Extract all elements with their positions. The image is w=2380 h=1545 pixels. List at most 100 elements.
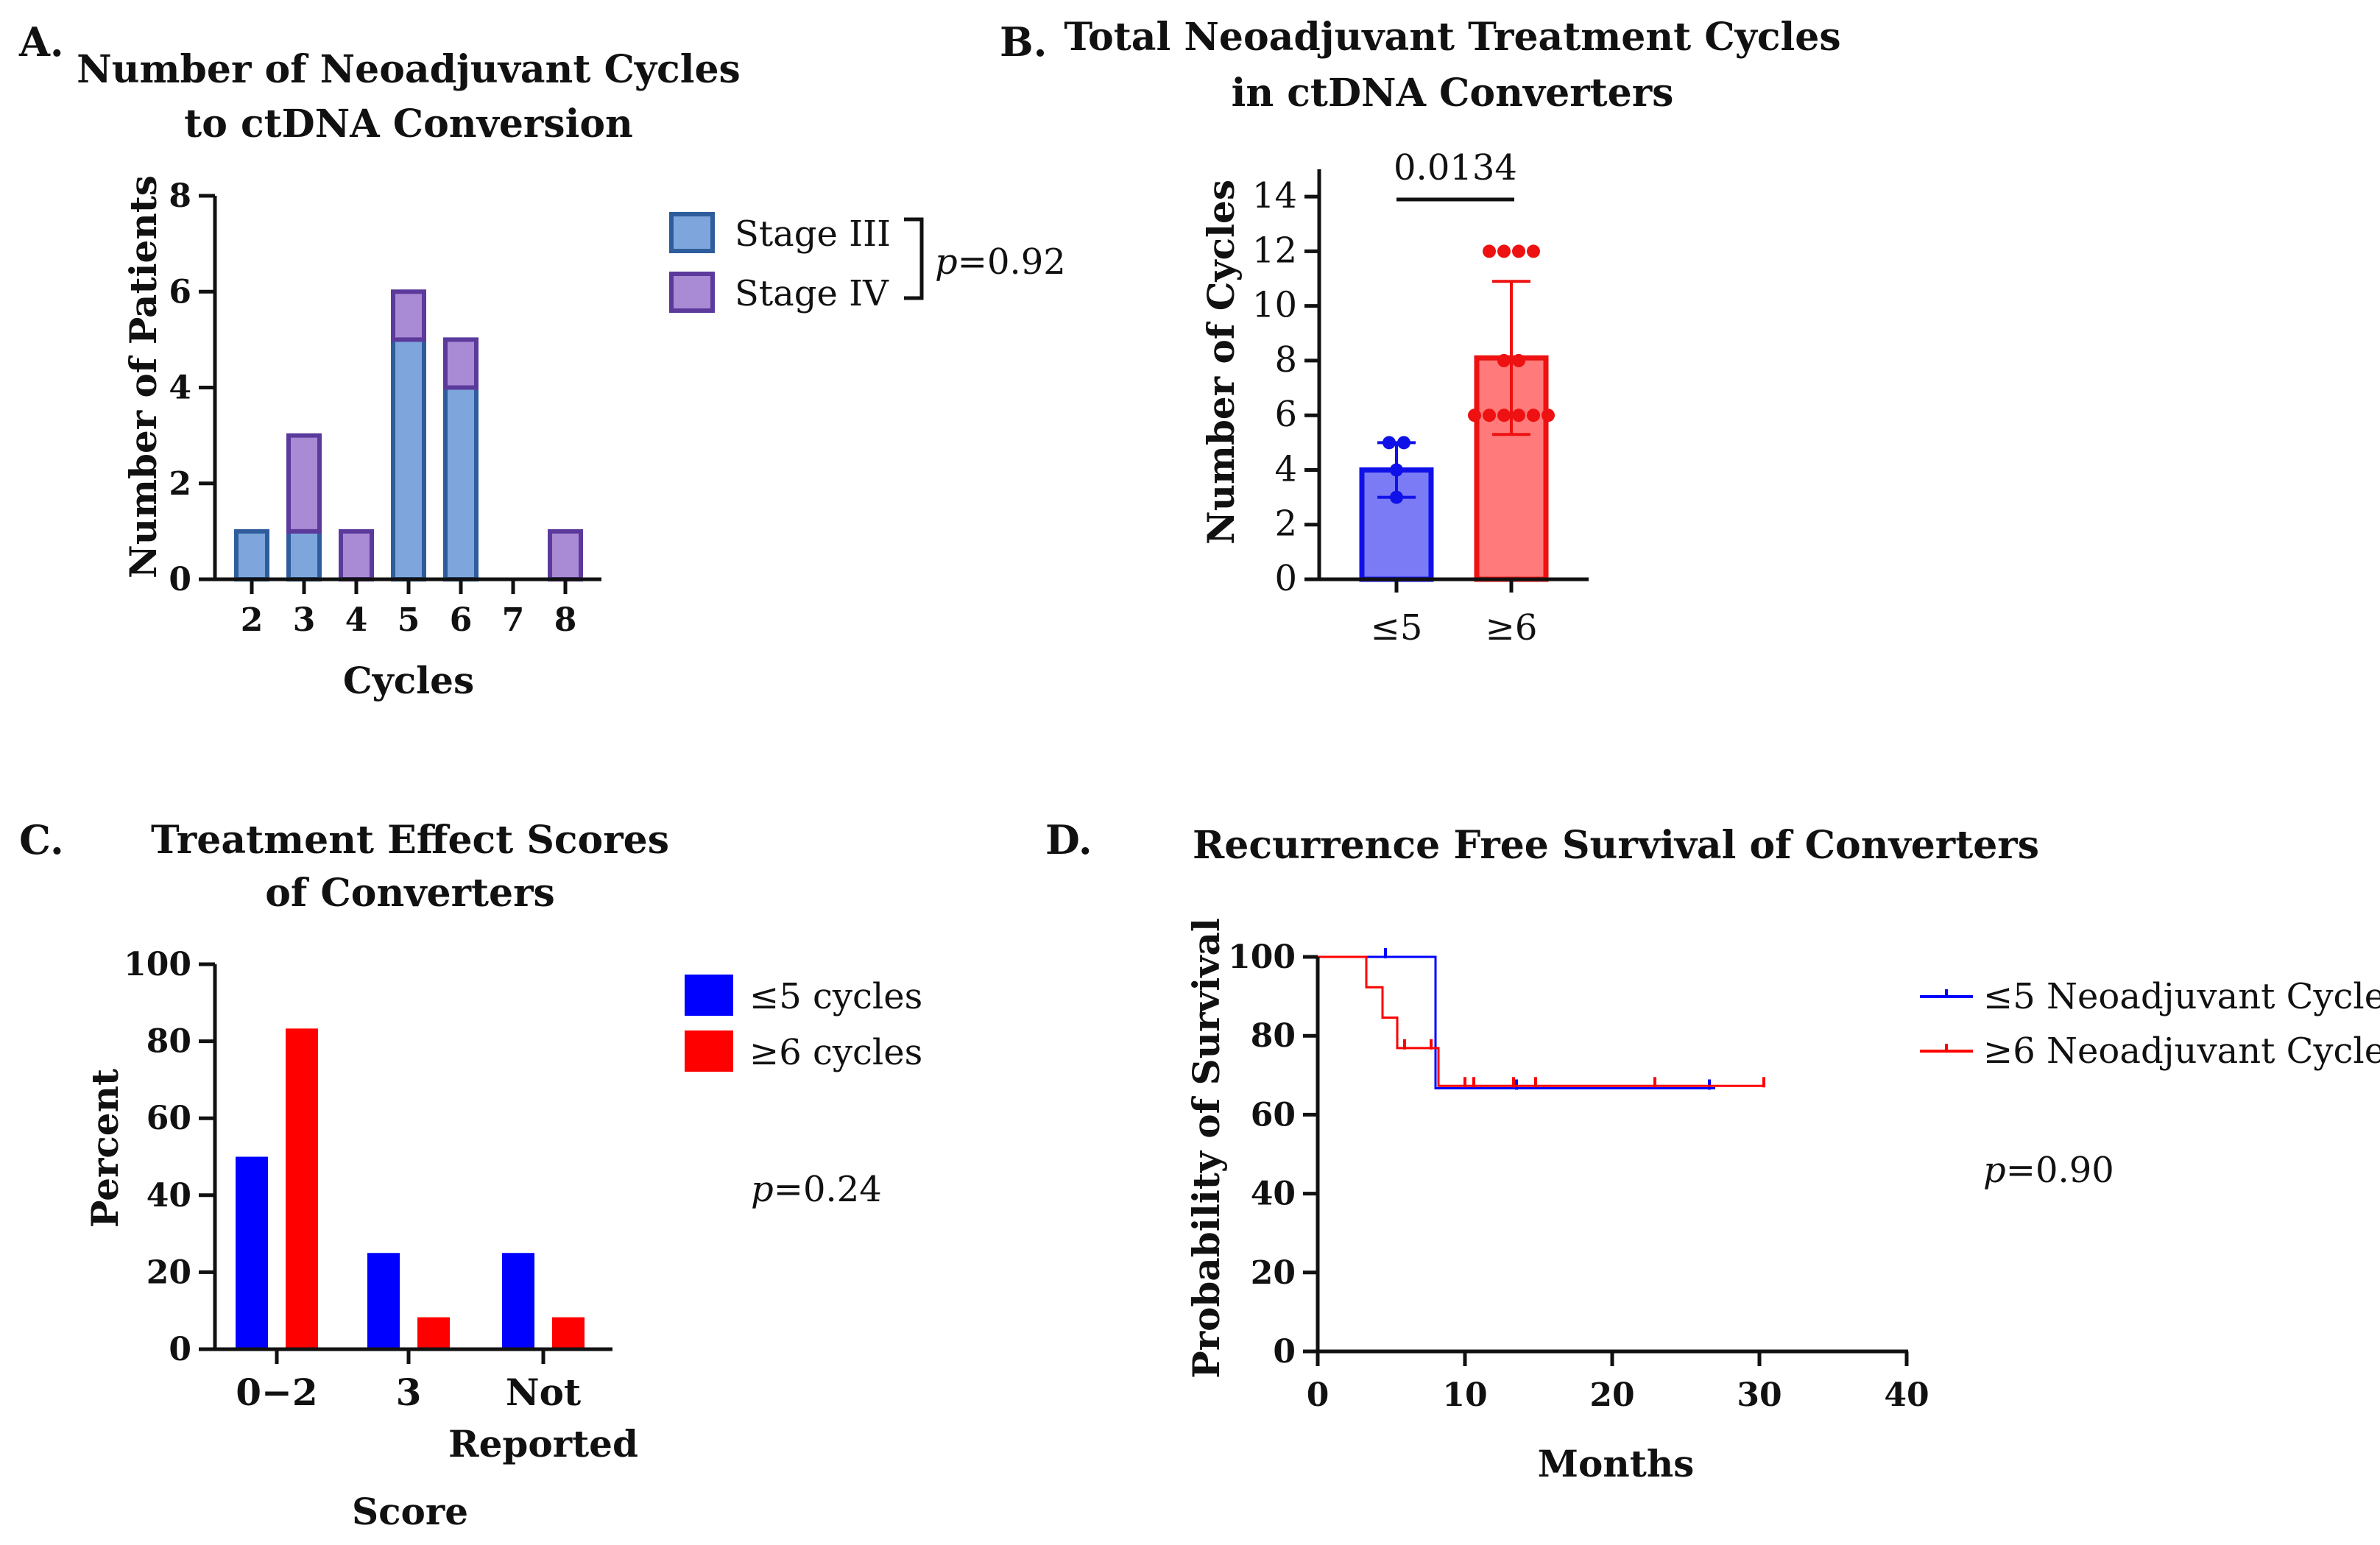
panel-a-y-axis-label: Number of Patients (121, 175, 165, 579)
panel-c: C. Treatment Effect Scores of Converters… (19, 816, 922, 1533)
data-point (1527, 244, 1540, 258)
panel-d-y-tick-label: 40 (1251, 1175, 1296, 1213)
panel-c-y-tick-label: 80 (146, 1023, 191, 1061)
panel-d-y-tick-label: 80 (1251, 1017, 1296, 1055)
panel-a-x-tick-label: 6 (450, 601, 473, 639)
data-point (1468, 409, 1481, 423)
panel-d-ticks: 0 20 40 60 80 100 0 10 20 30 40 (1228, 938, 1929, 1414)
data-point (1397, 436, 1410, 450)
panel-b-y-tick-label: 12 (1252, 230, 1297, 271)
panel-a-legend-bracket (904, 217, 924, 300)
bar-stage-iv (286, 433, 322, 534)
panel-letter-d: D. (1045, 816, 1092, 863)
panel-letter-a: A. (18, 18, 64, 66)
panel-b-y-tick-label: 2 (1274, 503, 1297, 545)
panel-a-x-tick-label: 8 (554, 601, 577, 639)
panel-b-y-tick-label: 0 (1274, 558, 1297, 599)
panel-b: B. Total Neoadjuvant Treatment Cycles in… (1000, 15, 1841, 648)
panel-d-title: Recurrence Free Survival of Converters (1193, 823, 2039, 868)
panel-d-y-tick-label: 60 (1251, 1096, 1296, 1134)
panel-a-y-tick-label: 2 (169, 465, 191, 503)
panel-a-x-tick-label: 5 (398, 601, 420, 639)
legend-label-ge6-neoadjuvant: ≥6 Neoadjuvant Cycles (1983, 1030, 2380, 1072)
panel-b-y-tick-label: 6 (1274, 394, 1297, 435)
panel-b-x-tick-label: ≥6 (1486, 607, 1538, 648)
panel-b-title-line1: Total Neoadjuvant Treatment Cycles (1064, 15, 1840, 60)
panel-a-y-tick-label: 6 (169, 273, 191, 311)
panel-c-p-value: p=0.24 (751, 1169, 882, 1210)
panel-b-y-tick-label: 8 (1274, 339, 1297, 381)
data-point (1390, 490, 1403, 504)
data-point (1483, 409, 1496, 423)
legend-label-ge6-cycles: ≥6 cycles (749, 1032, 922, 1073)
data-point (1512, 244, 1525, 258)
panel-c-y-axis-label: Percent (83, 1069, 127, 1228)
panel-d-x-tick-label: 0 (1307, 1376, 1330, 1414)
panel-letter-c: C. (19, 816, 64, 863)
panel-d-p-value: p=0.90 (1983, 1150, 2114, 1191)
legend-label-le5-neoadjuvant: ≤5 Neoadjuvant Cycles (1983, 976, 2380, 1017)
legend-swatch-ge6-cycles (685, 1030, 733, 1072)
panel-d-x-tick-label: 40 (1884, 1376, 1929, 1414)
panel-d-y-tick-label: 0 (1273, 1333, 1296, 1371)
panel-b-ticks: 0 2 4 6 8 10 12 14 ≤5 ≥6 (1252, 175, 1537, 648)
data-point (1512, 353, 1525, 367)
survival-curve-ge6 (1318, 955, 1764, 1087)
panel-a-x-tick-label: 4 (345, 601, 368, 639)
legend-swatch-stage-iv (669, 272, 715, 313)
panel-c-y-tick-label: 100 (124, 946, 191, 983)
panel-d-curves (1318, 948, 1765, 1090)
panel-a-x-tick-label: 3 (293, 601, 316, 639)
panel-d-y-tick-label: 20 (1251, 1254, 1296, 1292)
panel-c-bars (236, 1028, 585, 1349)
data-point (1542, 409, 1555, 423)
panel-b-x-tick-label: ≤5 (1371, 607, 1423, 648)
bar-stage-iv (443, 337, 479, 390)
panel-a-p-value: p=0.92 (935, 241, 1066, 283)
data-point (1383, 436, 1396, 450)
bar-stage-iii (443, 385, 479, 581)
legend-label-stage-iii: Stage III (735, 213, 891, 255)
panel-b-title-line2: in ctDNA Converters (1232, 71, 1674, 116)
panel-c-x-tick-label: 3 (396, 1371, 422, 1414)
bar-stage-iii (286, 528, 322, 581)
panel-c-x-tick-label: Not (506, 1371, 581, 1414)
panel-letter-b: B. (1000, 18, 1047, 66)
bar-le5-cycles (502, 1253, 534, 1349)
panel-d: D. Recurrence Free Survival of Converter… (1045, 816, 2380, 1485)
panel-c-x-tick-label: Reported (448, 1422, 638, 1466)
panel-c-title-line2: of Converters (265, 871, 555, 916)
panel-b-y-tick-label: 14 (1252, 175, 1297, 216)
panel-a-title-line1: Number of Neoadjuvant Cycles (77, 47, 741, 92)
panel-b-y-axis-label: Number of Cycles (1199, 180, 1243, 545)
survival-curve-le5 (1318, 955, 1715, 1089)
panel-a-x-tick-label: 2 (241, 601, 264, 639)
panel-c-ticks: 0 20 40 60 80 100 0−2 3 Not Reported (124, 946, 638, 1466)
panel-b-y-tick-label: 10 (1252, 285, 1297, 326)
data-point (1512, 409, 1525, 423)
bar-le5-cycles (236, 1156, 268, 1349)
panel-c-y-tick-label: 40 (146, 1177, 191, 1215)
panel-a-y-tick-label: 4 (169, 370, 191, 407)
panel-d-y-axis-label: Probability of Survival (1184, 918, 1228, 1379)
panel-a-y-tick-label: 0 (169, 561, 191, 598)
panel-d-x-tick-label: 20 (1589, 1376, 1634, 1414)
bar-stage-iv (339, 528, 374, 581)
bar-ge6-cycles (552, 1317, 585, 1349)
data-point (1483, 244, 1496, 258)
bar-ge6-cycles (286, 1028, 318, 1349)
panel-b-significance-label: 0.0134 (1394, 147, 1517, 188)
panel-c-y-tick-label: 60 (146, 1100, 191, 1137)
legend-label-stage-iv: Stage IV (735, 273, 889, 314)
panel-a: A. Number of Neoadjuvant Cycles to ctDNA… (18, 18, 1066, 702)
bar-le5-cycles (367, 1253, 400, 1349)
panel-d-x-axis-label: Months (1538, 1442, 1695, 1485)
panel-d-x-tick-label: 30 (1737, 1376, 1782, 1414)
panel-a-x-tick-label: 7 (502, 601, 525, 639)
panel-c-y-tick-label: 20 (146, 1254, 191, 1291)
panel-a-y-tick-label: 8 (169, 177, 191, 215)
bar-stage-iii (391, 337, 426, 581)
panel-d-x-tick-label: 10 (1442, 1376, 1487, 1414)
data-point (1497, 244, 1511, 258)
